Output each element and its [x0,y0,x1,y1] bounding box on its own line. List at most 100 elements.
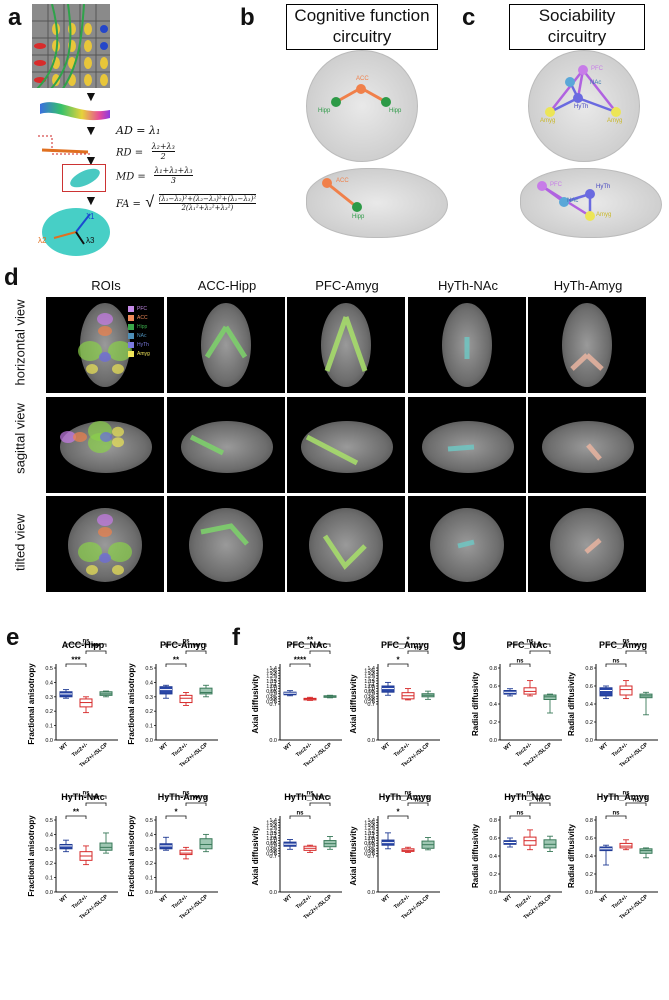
brain-render [301,421,393,473]
tract-overlay [584,538,602,554]
plot-title: PFC_Amyg [381,640,429,650]
y-tick-label: 0.75 [364,699,375,705]
significance-label: ns [82,639,90,645]
label-amyg-right: Amyg [607,118,623,124]
y-tick-label: 0.8 [269,697,277,703]
view-tile-hyth-nac-tilted [408,496,526,592]
box-wt [159,686,173,695]
y-tick-label: 1.4 [269,666,277,672]
label-amyg-sagittal: Amyg [596,212,612,218]
significance-bracket [289,795,331,799]
y-tick-label: 0.1 [45,724,53,730]
plot-title: PFC_NAc [286,640,327,650]
x-group-label: WT [59,894,70,905]
node-hipp-sagittal [352,202,362,212]
y-axis-label: Fractional anisotropy [27,815,36,897]
y-tick-label: 1.1 [269,681,277,687]
legend-swatch [128,323,134,330]
view-tile-rois-sagittal [46,397,164,493]
node-nac [565,77,575,87]
legend-label: HyTh [137,341,149,348]
significance-bracket [387,643,429,647]
y-tick-label: 1.15 [266,831,277,837]
formula-ad: AD = λ₁ [116,124,161,137]
y-tick-label: 1.4 [367,818,375,824]
plot-title: HyTh-NAc [61,792,105,802]
y-tick-label: 0.85 [266,694,277,700]
label-pfc-sagittal: PFC [550,182,562,188]
significance-bracket [509,643,551,647]
significance-label: ns [306,791,314,797]
y-tick-label: 1.25 [266,826,277,832]
significance-bracket [165,815,187,819]
significance-label: ** [173,656,180,665]
box-plot-f2: PFC_Amyg Axial diffusivity 0.0 0.7 0.75 0.8 0.… [349,636,444,793]
box-plot-g1: PFC_NAc Radial diffusivity 0.0 0.2 0.4 0.6 0.8… [471,638,566,793]
y-tick-label: 0.0 [145,738,153,744]
node-acc [356,84,366,94]
label-hyth-sagittal: HyTh [596,184,611,190]
significance-label: *** [71,656,81,665]
view-tile-acc-hipp-horizontal [167,297,285,393]
view-tile-pfc-amyg-tilted [287,496,405,592]
y-tick-label: 0.4 [489,854,497,860]
y-tick-label: 1.4 [367,666,375,672]
eigenvalue-label-3: λ3 [86,236,95,245]
formula-rd: RD = λ₂+λ₃ 2 [116,142,175,161]
legend-label: ACC [137,314,148,321]
formula-fa-lhs: FA = [116,199,141,211]
sociability-title-line2: circuitry [547,27,607,46]
diffusion-ellipsoid [40,204,114,260]
x-group-label: WT [381,894,392,905]
down-arrow-icon: ▼ [84,122,98,138]
y-tick-label: 0.2 [45,861,53,867]
legend-item-hipp: Hipp [128,322,162,331]
significance-label: ns [622,791,630,797]
y-tick-label: 0.3 [145,847,153,853]
y-tick-label: 1.0 [269,687,277,693]
tract-overlay [464,337,470,359]
tract-overlay [204,325,248,359]
legend-swatch [128,314,134,321]
y-tick-label: 0.9 [269,692,277,698]
sociability-title-line1: Sociability [538,6,616,25]
label-acc: ACC [356,76,369,82]
significance-bracket [529,802,551,806]
significance-label: ns [414,798,422,804]
y-tick-label: 1.35 [266,669,277,675]
y-tick-label: 0.8 [585,818,593,824]
column-header-rois: ROIs [91,278,121,293]
box-plot-e2: PFC-Amyg Fractional anisotropy 0.0 0.1 0.2 0.… [127,638,222,793]
tract-overlay [457,539,475,549]
view-tile-hyth-amyg-horizontal [528,297,646,393]
panel-letter-a: a [8,4,22,31]
significance-label: * [318,795,322,804]
significance-bracket [605,663,627,667]
significance-label: ns [82,791,90,797]
significance-bracket [289,815,311,819]
x-group-label: WT [159,894,170,905]
y-tick-label: 1.35 [266,821,277,827]
y-tick-label: 1.3 [269,671,277,677]
box-plot-g3: HyTh_NAc Radial diffusivity 0.0 0.2 0.4 0.6 0.… [471,790,566,945]
y-tick-label: 0.0 [367,738,375,744]
significance-label: ns [526,791,534,797]
label-hipp-sagittal: Hipp [352,214,365,220]
label-hipp-left: Hipp [318,108,331,114]
y-axis-label: Radial diffusivity [567,671,576,736]
y-tick-label: 0.8 [269,849,277,855]
y-tick-label: 0.0 [45,738,53,744]
cognitive-title-line2: circuitry [332,27,392,46]
significance-label: ns [516,659,524,665]
x-group-label: Tsc2+/- [393,894,411,911]
node-pfc-sagittal [537,181,547,191]
down-arrow-icon: ▼ [84,88,98,104]
x-group-label: WT [599,742,610,753]
y-tick-label: 0.2 [145,861,153,867]
column-header-acc-hipp: ACC-Hipp [197,278,257,293]
significance-label: **** [294,656,307,665]
y-tick-label: 1.1 [269,833,277,839]
x-group-label: Tsc2+/- [611,742,629,759]
y-tick-label: 0.3 [45,847,53,853]
brain-render [550,508,624,582]
